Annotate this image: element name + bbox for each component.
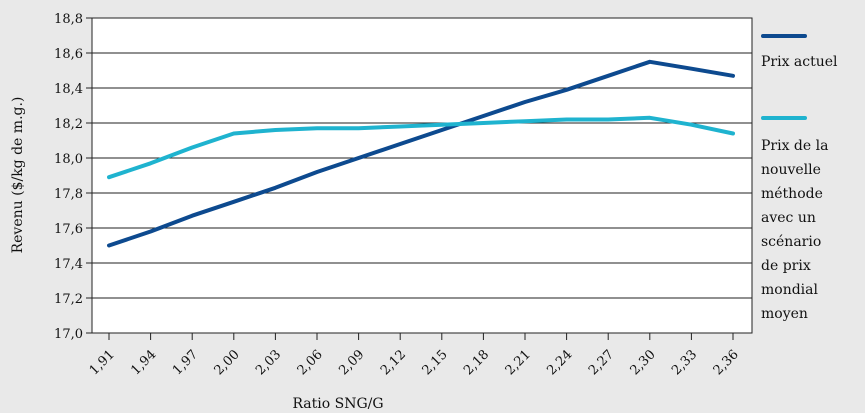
y-tick-label: 18,2 — [54, 117, 83, 132]
y-tick-label: 17,6 — [54, 222, 83, 237]
x-tick-label: 2,12 — [378, 347, 409, 378]
y-tick-label: 17,8 — [54, 187, 83, 202]
y-tick-label: 17,2 — [54, 292, 83, 307]
x-axis-ticks: 1,91 1,94 1,97 2,00 2,03 2,06 2,09 2,12 2,15 2,18… — [87, 333, 742, 378]
x-tick-label: 1,94 — [128, 347, 159, 378]
y-tick-label: 18,0 — [54, 152, 83, 167]
y-tick-label: 17,0 — [54, 327, 83, 342]
x-tick-label: 2,33 — [669, 347, 700, 378]
y-tick-label: 17,4 — [54, 257, 83, 272]
x-tick-label: 2,03 — [253, 347, 284, 378]
x-tick-label: 1,97 — [170, 347, 201, 378]
series-line-1 — [107, 59, 735, 248]
series-lines — [107, 59, 735, 248]
plot-frame — [91, 17, 753, 334]
legend-label-1: Prix actuel — [761, 54, 838, 70]
x-tick-label: 2,06 — [295, 347, 326, 378]
x-tick-label: 2,18 — [461, 347, 492, 378]
x-tick-label: 2,36 — [711, 347, 742, 378]
y-tick-label: 18,8 — [54, 12, 83, 27]
x-tick-label: 2,27 — [586, 347, 617, 378]
x-tick-label: 2,09 — [336, 347, 367, 378]
y-axis-title: Revenu ($/kg de m.g.) — [10, 97, 26, 254]
x-tick-label: 2,21 — [503, 347, 534, 378]
x-tick-label: 2,24 — [544, 347, 575, 378]
y-tick-label: 18,4 — [54, 82, 83, 97]
y-axis-ticks: 17,0 17,2 17,4 17,6 17,8 18,0 18,2 18,4 18,6 18,8 — [54, 12, 92, 342]
x-axis-title: Ratio SNG/G — [292, 396, 383, 412]
legend-label-2: Prix de la nouvelle méthode avec un scénario… — [761, 138, 828, 322]
legend: Prix actuel Prix de la nouvelle méthode avec… — [761, 34, 838, 322]
series-line-2 — [107, 115, 735, 180]
x-tick-label: 2,00 — [212, 347, 243, 378]
x-tick-label: 2,15 — [420, 347, 451, 378]
x-tick-label: 2,30 — [628, 347, 659, 378]
y-tick-label: 18,6 — [54, 47, 83, 62]
x-tick-label: 1,91 — [87, 347, 118, 378]
plot-area — [92, 18, 752, 333]
